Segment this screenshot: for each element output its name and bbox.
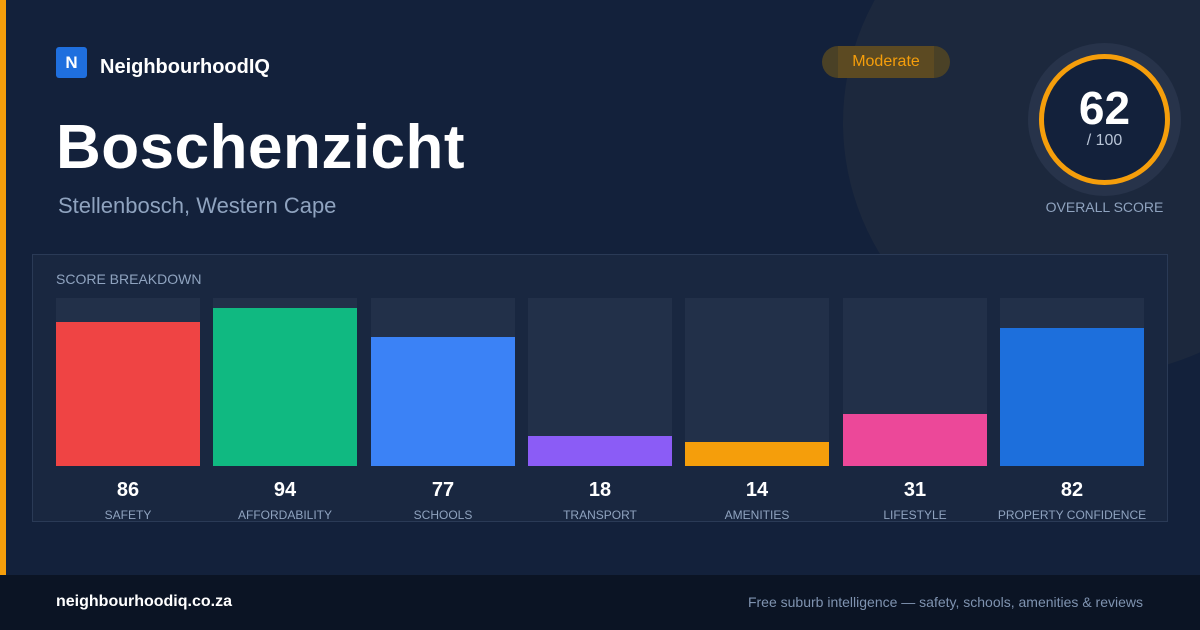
score-breakdown-title: SCORE BREAKDOWN <box>56 271 202 287</box>
bar-fill-schools <box>371 337 515 466</box>
bar-fill-lifestyle <box>843 414 987 466</box>
bar-value-transport: 18 <box>588 479 612 501</box>
score-column-affordability: 94 AFFORDABILITY <box>213 298 357 523</box>
bar-label-schools: SCHOOLS <box>413 508 473 522</box>
bar-label-amenities: AMENITIES <box>724 508 790 522</box>
bar-fill-safety <box>56 322 200 466</box>
bar-value-safety: 86 <box>116 479 140 501</box>
footer: neighbourhoodiq.co.za Free suburb intell… <box>0 575 1200 630</box>
overall-score-ring: 62 / 100 <box>1028 43 1181 196</box>
bar-value-property-confidence: 82 <box>1060 479 1084 501</box>
brand-logo-icon: N <box>56 47 87 78</box>
score-column-schools: 77 SCHOOLS <box>371 298 515 523</box>
overall-score-max: / 100 <box>1086 132 1123 149</box>
bar-label-affordability: AFFORDABILITY <box>237 508 332 522</box>
bar-fill-property-confidence <box>1000 328 1144 466</box>
brand: N NeighbourhoodIQ <box>56 46 270 79</box>
share-card: N NeighbourhoodIQ Boschenzicht Stellenbo… <box>0 0 1181 575</box>
bar-track <box>685 298 829 466</box>
brand-name: NeighbourhoodIQ <box>100 56 270 78</box>
bar-track <box>371 298 515 466</box>
score-ring-icon <box>1028 43 1181 196</box>
overall-score-label: OVERALL SCORE <box>1045 199 1164 215</box>
bar-track <box>213 298 357 466</box>
bar-fill-affordability <box>213 308 357 466</box>
bar-value-amenities: 14 <box>745 479 769 501</box>
bar-track <box>56 298 200 466</box>
left-accent-bar <box>0 0 6 575</box>
rating-badge-label: Moderate <box>852 53 920 70</box>
bar-label-property-confidence: PROPERTY CONFIDENCE <box>997 508 1147 522</box>
rating-badge: Moderate <box>822 46 950 78</box>
bar-track <box>1000 298 1144 466</box>
score-column-lifestyle: 31 LIFESTYLE <box>843 298 987 523</box>
bar-label-transport: TRANSPORT <box>563 508 637 522</box>
score-ring-arc <box>1039 54 1170 185</box>
score-column-amenities: 14 AMENITIES <box>685 298 829 523</box>
bar-fill-amenities <box>685 442 829 466</box>
footer-tagline: Free suburb intelligence — safety, schoo… <box>747 594 1143 610</box>
bar-value-schools: 77 <box>431 479 455 501</box>
score-column-safety: 86 SAFETY <box>56 298 200 523</box>
score-column-transport: 18 TRANSPORT <box>528 298 672 523</box>
bar-track <box>528 298 672 466</box>
bar-fill-transport <box>528 436 672 466</box>
bar-label-safety: SAFETY <box>104 508 152 522</box>
score-breakdown-bars: 86 SAFETY 94 AFFORDABILITY 77 SCHOOLS 18… <box>56 298 1146 523</box>
bar-value-affordability: 94 <box>273 479 297 501</box>
overall-score-value: 62 <box>1078 82 1131 134</box>
rating-badge-highlight <box>838 46 934 78</box>
footer-url-link[interactable]: neighbourhoodiq.co.za <box>56 593 232 610</box>
bar-track <box>843 298 987 466</box>
bar-value-lifestyle: 31 <box>903 479 927 501</box>
bar-label-lifestyle: LIFESTYLE <box>883 508 947 522</box>
suburb-subtitle: Stellenbosch, Western Cape <box>58 193 337 218</box>
suburb-title: Boschenzicht <box>56 113 466 182</box>
score-column-property-confidence: 82 PROPERTY CONFIDENCE <box>998 298 1146 523</box>
